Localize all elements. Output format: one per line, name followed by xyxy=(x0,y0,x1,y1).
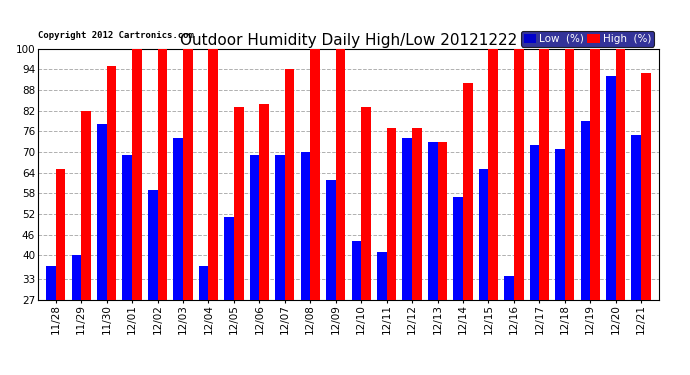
Bar xyxy=(437,142,447,300)
Bar xyxy=(504,276,514,300)
Bar xyxy=(259,104,269,300)
Bar xyxy=(148,190,157,300)
Bar xyxy=(122,156,132,300)
Bar xyxy=(250,156,259,300)
Bar xyxy=(489,49,498,300)
Bar xyxy=(386,128,396,300)
Bar xyxy=(412,128,422,300)
Bar xyxy=(565,49,575,300)
Bar xyxy=(72,255,81,300)
Bar xyxy=(463,83,473,300)
Bar xyxy=(590,49,600,300)
Bar xyxy=(199,266,208,300)
Bar xyxy=(157,49,167,300)
Bar xyxy=(377,252,386,300)
Bar xyxy=(107,66,117,300)
Bar xyxy=(361,107,371,300)
Bar xyxy=(56,169,66,300)
Title: Outdoor Humidity Daily High/Low 20121222: Outdoor Humidity Daily High/Low 20121222 xyxy=(180,33,517,48)
Text: Copyright 2012 Cartronics.com: Copyright 2012 Cartronics.com xyxy=(38,31,194,40)
Bar xyxy=(234,107,244,300)
Bar xyxy=(641,73,651,300)
Legend: Low  (%), High  (%): Low (%), High (%) xyxy=(521,32,653,46)
Bar xyxy=(46,266,56,300)
Bar xyxy=(208,49,218,300)
Bar xyxy=(97,124,107,300)
Bar xyxy=(615,49,625,300)
Bar xyxy=(81,111,91,300)
Bar xyxy=(530,145,540,300)
Bar xyxy=(301,152,310,300)
Bar xyxy=(453,197,463,300)
Bar xyxy=(285,69,295,300)
Bar xyxy=(183,49,193,300)
Bar xyxy=(631,135,641,300)
Bar xyxy=(275,156,285,300)
Bar xyxy=(606,76,615,300)
Bar xyxy=(351,242,361,300)
Bar xyxy=(428,142,437,300)
Bar xyxy=(555,148,565,300)
Bar xyxy=(540,49,549,300)
Bar xyxy=(402,138,412,300)
Bar xyxy=(336,49,346,300)
Bar xyxy=(132,49,141,300)
Bar xyxy=(580,121,590,300)
Bar xyxy=(514,49,524,300)
Bar xyxy=(479,169,489,300)
Bar xyxy=(173,138,183,300)
Bar xyxy=(310,49,320,300)
Bar xyxy=(326,180,336,300)
Bar xyxy=(224,217,234,300)
